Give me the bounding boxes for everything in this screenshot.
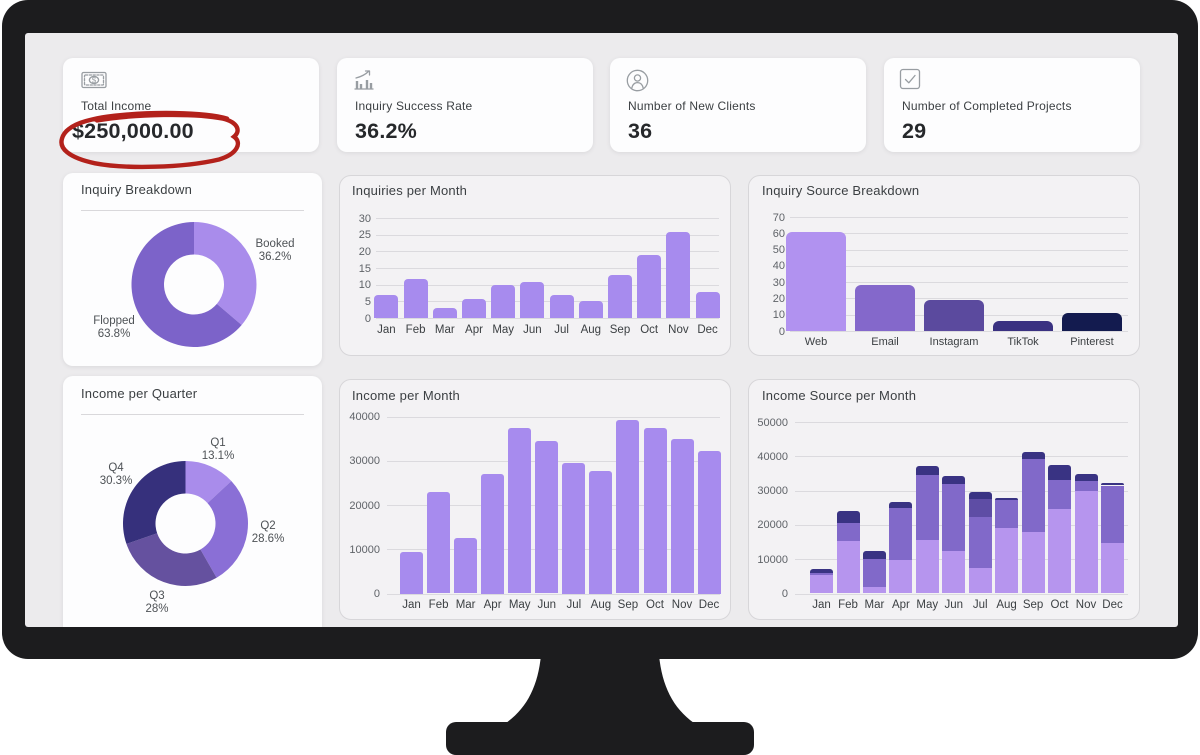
svg-text:$: $ — [92, 76, 97, 85]
